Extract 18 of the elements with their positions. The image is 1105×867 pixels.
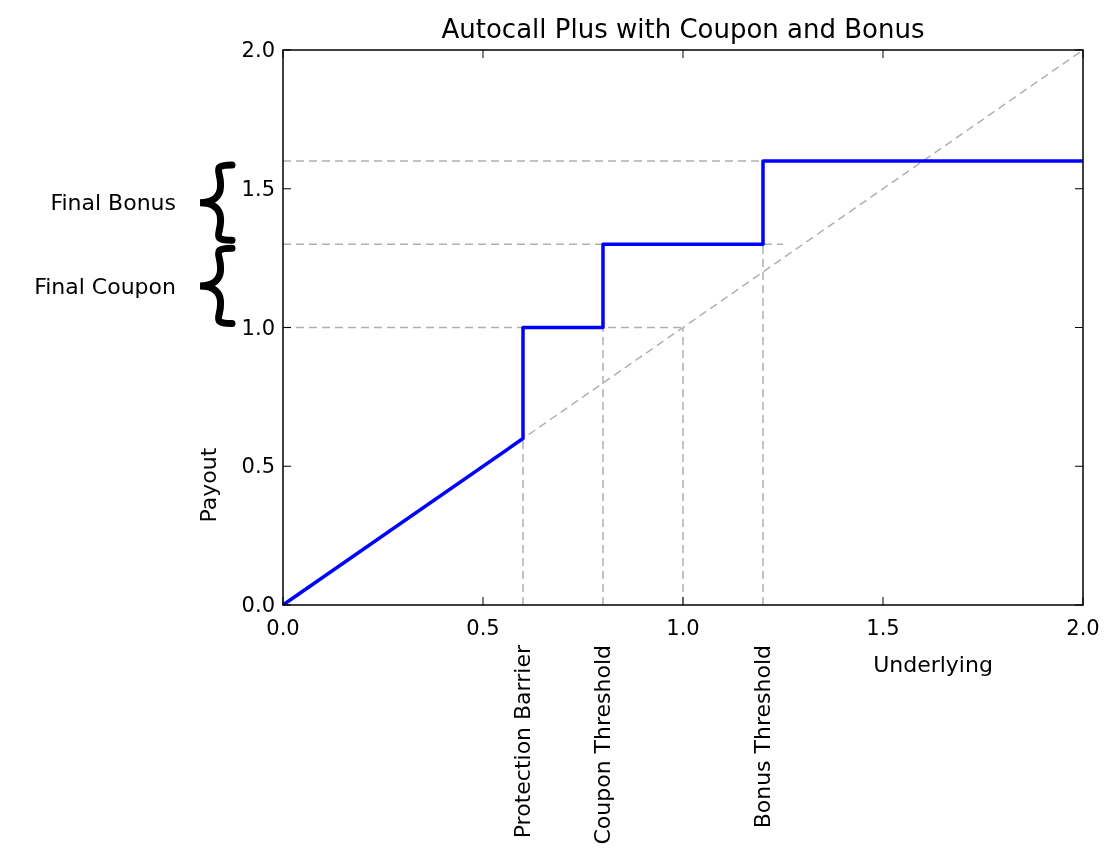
x-tick-label: 1.5	[866, 616, 900, 640]
text: Bonus Threshold	[750, 645, 775, 829]
x-tick-label: 0.5	[466, 616, 500, 640]
y-tick-label: 1.5	[241, 176, 275, 201]
x-tick-label: 2.0	[1066, 616, 1100, 640]
text: Protection Barrier	[510, 644, 535, 839]
text: Final Coupon	[34, 274, 176, 299]
y-tick-label: 0.0	[241, 593, 275, 617]
x-tick-label: 1.0	[666, 616, 700, 640]
x-axis-title: Underlying	[873, 652, 993, 677]
chart-title: Autocall Plus with Coupon and Bonus	[441, 14, 925, 44]
y-tick-label: 0.5	[241, 454, 275, 479]
text: Coupon Threshold	[590, 645, 615, 845]
text: Final Bonus	[50, 190, 176, 215]
y-tick-label: 1.0	[241, 315, 275, 340]
x-tick-label: 0.0	[266, 616, 300, 640]
y-tick-label: 2.0	[241, 38, 275, 62]
y-axis-title: Payout	[196, 447, 221, 523]
